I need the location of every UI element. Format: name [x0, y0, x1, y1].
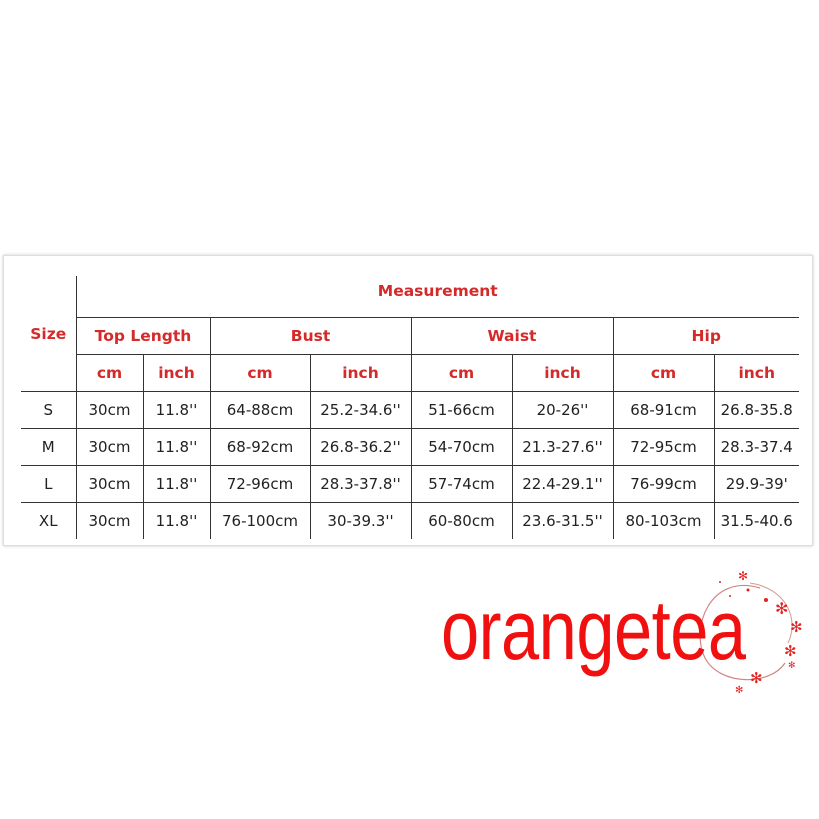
- value-cell: 25.2-34.6'': [309, 391, 411, 429]
- size-cell: XL: [21, 502, 76, 539]
- svg-text:✻: ✻: [788, 661, 796, 671]
- value-cell: 76-99cm: [612, 465, 714, 503]
- value-cell: 30cm: [75, 391, 143, 429]
- unit-header: cm: [75, 354, 143, 392]
- value-cell: 72-95cm: [612, 428, 714, 466]
- svg-text:✻: ✻: [790, 618, 803, 636]
- group-waist: Waist: [410, 317, 613, 355]
- unit-header: inch: [309, 354, 411, 392]
- value-cell: 11.8'': [142, 465, 210, 503]
- unit-header: cm: [410, 354, 512, 392]
- size-chart-table: Size Measurement Top Length Bust Waist H…: [21, 276, 799, 539]
- value-cell: 11.8'': [142, 428, 210, 466]
- value-cell: 57-74cm: [410, 465, 512, 503]
- value-cell: 64-88cm: [209, 391, 310, 429]
- value-cell: 26.8-36.2'': [309, 428, 411, 466]
- value-cell: 21.3-27.6'': [511, 428, 613, 466]
- value-cell: 54-70cm: [410, 428, 512, 466]
- value-cell: 11.8'': [142, 391, 210, 429]
- value-cell: 22.4-29.1'': [511, 465, 613, 503]
- value-cell: 28.3-37.8'': [309, 465, 411, 503]
- size-cell: S: [21, 391, 76, 429]
- unit-header: cm: [209, 354, 310, 392]
- size-cell: M: [21, 428, 76, 466]
- measurement-header: Measurement: [75, 276, 799, 318]
- value-cell: 30-39.3'': [309, 502, 411, 539]
- value-cell: 29.9-39': [713, 465, 799, 503]
- value-cell: 31.5-40.6: [713, 502, 799, 539]
- value-cell: 30cm: [75, 502, 143, 539]
- value-cell: 28.3-37.4: [713, 428, 799, 466]
- value-cell: 23.6-31.5'': [511, 502, 613, 539]
- size-header: Size: [30, 324, 67, 343]
- size-cell: L: [21, 465, 76, 503]
- group-top-length: Top Length: [75, 317, 210, 355]
- table-row: L 30cm 11.8'' 72-96cm 28.3-37.8'' 57-74c…: [21, 465, 799, 503]
- unit-header: inch: [713, 354, 799, 392]
- table-row: M 30cm 11.8'' 68-92cm 26.8-36.2'' 54-70c…: [21, 428, 799, 466]
- value-cell: 51-66cm: [410, 391, 512, 429]
- value-cell: 30cm: [75, 428, 143, 466]
- value-cell: 26.8-35.8: [713, 391, 799, 429]
- svg-text:✻: ✻: [738, 569, 748, 583]
- svg-text:✻: ✻: [784, 642, 797, 660]
- group-hip: Hip: [612, 317, 799, 355]
- value-cell: 68-92cm: [209, 428, 310, 466]
- table-row: S 30cm 11.8'' 64-88cm 25.2-34.6'' 51-66c…: [21, 391, 799, 429]
- size-chart-frame: Size Measurement Top Length Bust Waist H…: [3, 255, 813, 546]
- value-cell: 20-26'': [511, 391, 613, 429]
- value-cell: 60-80cm: [410, 502, 512, 539]
- value-cell: 72-96cm: [209, 465, 310, 503]
- unit-header: cm: [612, 354, 714, 392]
- svg-text:✻: ✻: [735, 685, 743, 696]
- brand-logo: orangetea: [441, 583, 746, 677]
- unit-header: inch: [142, 354, 210, 392]
- value-cell: 30cm: [75, 465, 143, 503]
- value-cell: 80-103cm: [612, 502, 714, 539]
- svg-text:✻: ✻: [750, 669, 763, 687]
- value-cell: 76-100cm: [209, 502, 310, 539]
- floral-swirl-icon: ✻ ✻ ✻ ✻ ✻ ✻ ✻: [699, 569, 803, 696]
- value-cell: 11.8'': [142, 502, 210, 539]
- group-bust: Bust: [209, 317, 411, 355]
- value-cell: 68-91cm: [612, 391, 714, 429]
- svg-text:✻: ✻: [775, 599, 788, 618]
- unit-header: inch: [511, 354, 613, 392]
- table-row: XL 30cm 11.8'' 76-100cm 30-39.3'' 60-80c…: [21, 502, 799, 539]
